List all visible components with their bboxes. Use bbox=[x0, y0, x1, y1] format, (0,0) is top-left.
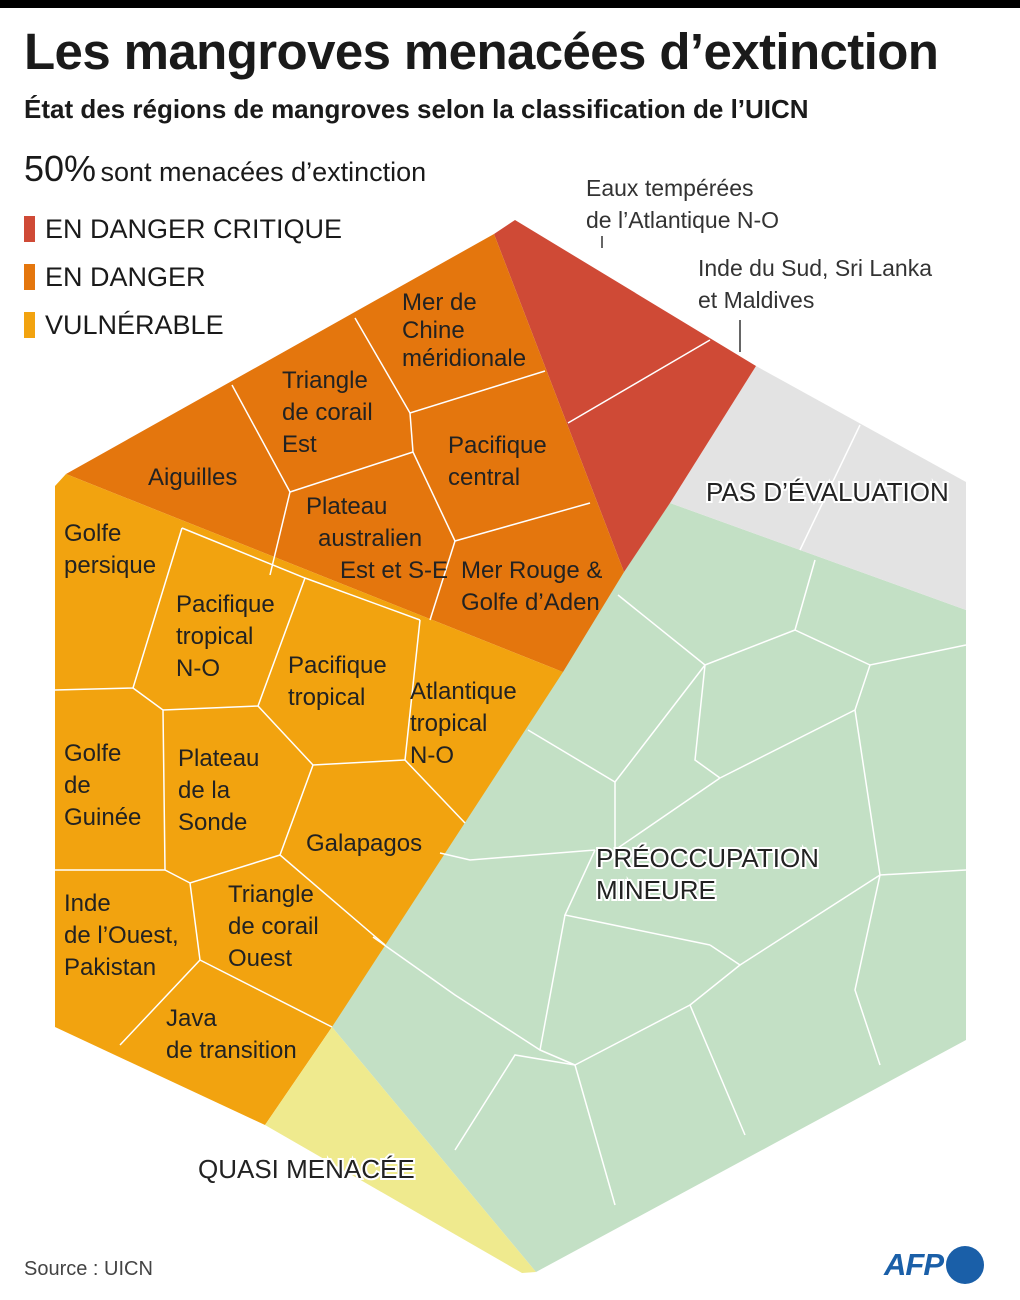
cell-sunda-shelf: Plateau de la Sonde bbox=[178, 745, 266, 836]
cell-line: tropical bbox=[288, 684, 365, 711]
cell-line: central bbox=[448, 464, 520, 491]
cell-line: Mer Rouge & bbox=[461, 557, 602, 584]
threat-statistic: 50% sont menacées d’extinction bbox=[24, 148, 426, 190]
callout-india: Inde du Sud, Sri Lanka et Maldives bbox=[698, 255, 938, 313]
cell-line: Ouest bbox=[228, 945, 292, 972]
source-note: Source : UICN bbox=[24, 1258, 153, 1280]
callout-atlantic-line: Eaux tempérées bbox=[586, 175, 753, 201]
legend-swatch-endangered bbox=[24, 264, 35, 290]
cell-agulhas: Aiguilles bbox=[148, 464, 237, 491]
cell-galapagos: Galapagos bbox=[306, 830, 422, 857]
cell-line: Golfe bbox=[64, 740, 121, 767]
region-least-concern bbox=[332, 503, 966, 1272]
afp-logo-text: AFP bbox=[884, 1247, 944, 1282]
legend-swatch-critical bbox=[24, 216, 35, 242]
region-not-evaluated bbox=[670, 366, 966, 610]
cell-tropical-nw-atlantic: Atlantique tropical N-O bbox=[410, 678, 523, 769]
threat-percentage: 50% bbox=[24, 148, 97, 189]
legend-label-endangered: EN DANGER bbox=[45, 261, 206, 292]
region-critical bbox=[494, 220, 756, 572]
cell-line: de transition bbox=[166, 1037, 297, 1064]
cell-west-india-pakistan: Inde de l’Ouest, Pakistan bbox=[64, 890, 185, 981]
cell-line: de la bbox=[178, 777, 231, 804]
cell-coral-triangle-east: Triangle de corail Est bbox=[282, 367, 379, 458]
region-near-threatened bbox=[265, 1027, 536, 1273]
cell-red-sea-aden: Mer Rouge & Golfe d’Aden bbox=[461, 557, 609, 616]
cell-line: de bbox=[64, 772, 91, 799]
region-vulnerable bbox=[55, 474, 563, 1125]
legend-label-critical: EN DANGER CRITIQUE bbox=[45, 213, 343, 244]
region-endangered bbox=[66, 234, 624, 672]
cell-line: Golfe bbox=[64, 520, 121, 547]
cell-tropical-nw-pacific: Pacifique tropical N-O bbox=[176, 591, 281, 682]
cell-central-pacific: Pacifique central bbox=[448, 432, 553, 491]
cell-line: Plateau bbox=[178, 745, 259, 772]
cell-gulf-of-guinea: Golfe de Guinée bbox=[64, 740, 141, 831]
callout-india-line: et Maldives bbox=[698, 287, 814, 313]
top-rule bbox=[0, 0, 1020, 8]
cell-line: Inde bbox=[64, 890, 111, 917]
cell-line: tropical bbox=[410, 710, 487, 737]
label-near-threatened: QUASI MENACÉE bbox=[198, 1154, 415, 1184]
cell-line: Golfe d’Aden bbox=[461, 589, 600, 616]
cell-line: Plateau bbox=[306, 493, 387, 520]
cell-south-china-sea: Mer de Chine méridionale bbox=[402, 289, 526, 372]
cell-line: Pacifique bbox=[176, 591, 275, 618]
cell-line: Mer de bbox=[402, 289, 477, 316]
cell-line: méridionale bbox=[402, 345, 526, 372]
cell-line: de corail bbox=[282, 399, 373, 426]
cell-line: tropical bbox=[176, 623, 253, 650]
legend-item-vulnerable: VULNÉRABLE bbox=[24, 301, 342, 349]
cell-line: N-O bbox=[176, 655, 220, 682]
callout-atlantic: Eaux tempérées de l’Atlantique N-O bbox=[586, 175, 779, 233]
cell-line: persique bbox=[64, 552, 156, 579]
legend: EN DANGER CRITIQUE EN DANGER VULNÉRABLE bbox=[24, 205, 342, 349]
cell-line: Guinée bbox=[64, 804, 141, 831]
legend-swatch-vulnerable bbox=[24, 312, 35, 338]
cell-line: Triangle bbox=[228, 881, 314, 908]
cell-line: Pakistan bbox=[64, 954, 156, 981]
cell-line: Galapagos bbox=[306, 830, 422, 857]
afp-logo-dot-icon bbox=[946, 1246, 984, 1284]
label-least-concern-line: PRÉOCCUPATION bbox=[596, 843, 819, 873]
cell-line: Pacifique bbox=[448, 432, 547, 459]
legend-item-endangered: EN DANGER bbox=[24, 253, 342, 301]
cell-line: de corail bbox=[228, 913, 319, 940]
cell-line: Atlantique bbox=[410, 678, 517, 705]
callout-india-line: Inde du Sud, Sri Lanka bbox=[698, 255, 932, 281]
cell-line: Aiguilles bbox=[148, 464, 237, 491]
cell-coral-triangle-west: Triangle de corail Ouest bbox=[228, 881, 325, 972]
label-least-concern: PRÉOCCUPATION MINEURE bbox=[596, 843, 826, 905]
label-not-evaluated: PAS D’ÉVALUATION bbox=[706, 477, 949, 507]
cell-line: Est bbox=[282, 431, 317, 458]
cell-line: Sonde bbox=[178, 809, 247, 836]
cell-line: Triangle bbox=[282, 367, 368, 394]
cell-line: de l’Ouest, bbox=[64, 922, 179, 949]
afp-logo: AFP bbox=[884, 1246, 984, 1284]
cell-tropical-pacific: Pacifique tropical bbox=[288, 652, 393, 711]
cell-line: australien bbox=[318, 525, 422, 552]
cell-line: Chine bbox=[402, 317, 465, 344]
legend-item-critical: EN DANGER CRITIQUE bbox=[24, 205, 342, 253]
cell-line: Pacifique bbox=[288, 652, 387, 679]
callout-atlantic-line: de l’Atlantique N-O bbox=[586, 207, 779, 233]
cell-line: Est et S-E bbox=[340, 557, 448, 584]
label-least-concern-line: MINEURE bbox=[596, 875, 716, 905]
cell-line: N-O bbox=[410, 742, 454, 769]
cell-java-transition: Java de transition bbox=[166, 1005, 297, 1064]
cell-line: Java bbox=[166, 1005, 217, 1032]
cell-borders bbox=[54, 317, 967, 1206]
threat-statistic-text: sont menacées d’extinction bbox=[100, 157, 427, 187]
page-subtitle: État des régions de mangroves selon la c… bbox=[24, 94, 809, 124]
cell-australian-shelf: Plateau australien Est et S-E bbox=[306, 493, 448, 584]
cell-persian-gulf: Golfe persique bbox=[64, 520, 156, 579]
legend-label-vulnerable: VULNÉRABLE bbox=[45, 309, 224, 340]
page-title: Les mangroves menacées d’extinction bbox=[24, 23, 939, 80]
